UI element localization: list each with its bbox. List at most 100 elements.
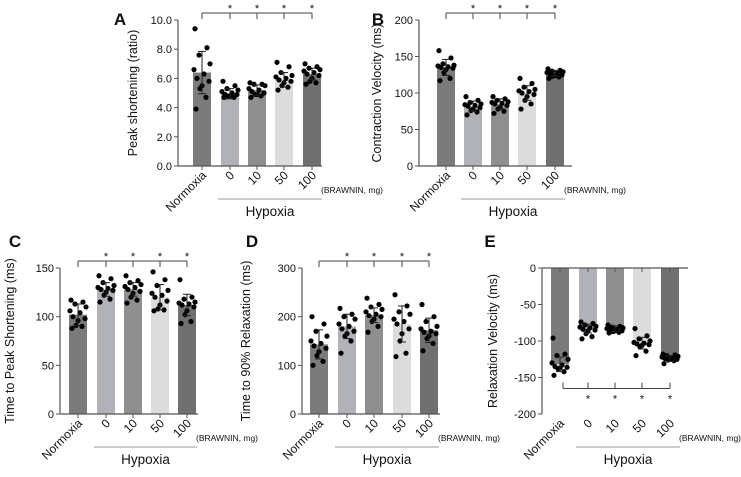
data-point [70,314,76,320]
significance-star: * [158,251,163,263]
data-point [579,336,585,342]
significance-star: * [427,251,432,263]
data-point [477,105,483,111]
data-point [464,112,470,118]
data-point [519,90,525,96]
data-point [468,107,474,114]
y-tick-label: 10.0 [151,15,172,27]
data-point [308,338,314,344]
data-point [517,75,523,81]
y-tick-label: 100 [395,88,413,100]
x-tick-label: 0 [465,168,480,183]
x-tick-label: 0 [98,416,113,431]
bar-4 [546,73,564,166]
data-point [551,372,557,378]
bar-0 [437,67,455,166]
data-point [320,358,326,365]
data-point [518,106,524,112]
data-point [465,103,471,109]
y-tick-label: 0 [48,409,54,421]
significance-star: * [185,251,190,263]
data-point [191,67,197,73]
data-point [396,309,402,315]
data-point [375,323,381,329]
data-point [671,358,677,364]
y-tick-label: 8.0 [157,44,172,56]
bar-4 [303,74,321,166]
data-point [164,298,170,304]
bar-3 [633,268,651,344]
data-point [348,338,354,344]
data-point [349,311,355,317]
data-point [589,334,595,340]
data-point [132,284,138,291]
data-point [235,87,241,93]
data-point [82,316,88,322]
data-point [637,344,643,350]
data-point [138,281,144,288]
significance-star: * [255,3,260,15]
significance-star: * [553,3,558,15]
data-point [364,295,370,301]
x-tick-label: 10 [121,416,141,436]
x-tick-label: Normoxia [163,168,209,214]
data-point [555,366,561,372]
data-point [125,286,131,293]
x-tick-label: 100 [295,168,319,192]
data-point [365,329,371,335]
data-point [110,287,116,293]
data-point [256,87,262,93]
panel-letter: C [9,232,21,251]
data-point [643,348,649,354]
data-point [578,319,584,325]
data-point [196,52,202,58]
x-tick-label: 50 [515,168,535,188]
data-point [346,323,352,329]
data-point [420,348,426,354]
data-point [283,75,289,81]
data-point [490,94,496,100]
data-point [197,86,203,92]
data-point [565,356,571,362]
data-point [304,71,310,77]
bar-2 [365,315,383,414]
bar-2 [248,90,266,166]
data-point [499,100,505,106]
data-point [582,322,588,328]
y-tick-label: 150 [395,52,413,64]
x-tick-label: 50 [390,416,410,436]
bar-1 [464,106,482,166]
dose-note: (BRAWNIN, mg) [679,433,741,443]
data-point [564,364,570,370]
significance-star: * [613,393,618,405]
data-point [186,301,192,307]
y-tick-label: 0.0 [157,161,172,173]
data-point [317,67,323,73]
data-point [207,61,213,67]
data-point [108,276,114,282]
data-point [275,87,281,93]
data-point [531,91,537,98]
data-point [252,91,258,98]
group-label: Hypoxia [121,452,170,467]
data-point [79,323,85,329]
data-point [323,345,329,351]
data-point [504,102,510,109]
data-point [450,65,456,71]
data-point [67,308,73,314]
data-point [309,314,315,320]
data-point [366,313,372,319]
y-axis-label: Time to 90% Relaxation (ms) [239,261,253,422]
data-point [124,300,130,306]
data-point [206,78,212,84]
significance-star: * [282,3,287,15]
y-axis-label: Time to Peak Shortening (ms) [3,258,17,424]
data-point [192,299,198,305]
data-point [179,302,185,308]
data-point [418,326,424,332]
x-tick-label: 0 [339,416,354,431]
bar-0 [69,314,87,414]
